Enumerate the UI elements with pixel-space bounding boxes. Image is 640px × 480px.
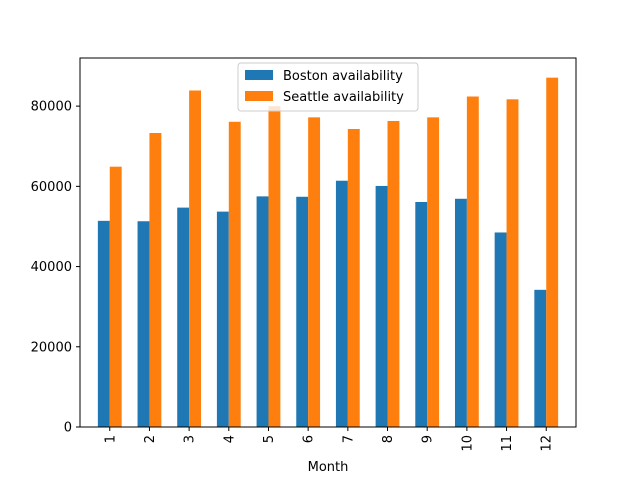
- seattle-bar-8: [387, 120, 400, 427]
- boston-bar-6: [296, 196, 309, 427]
- x-tick-label: 3: [183, 435, 198, 443]
- x-axis: 1 2 3 4 5 6 7 8 9 10 11 12: [103, 427, 555, 452]
- bars-layer: [97, 77, 559, 428]
- boston-bar-8: [375, 185, 388, 427]
- plot-frame: [79, 57, 577, 428]
- x-tick-label: 2: [143, 435, 158, 443]
- boston-bar-11: [494, 232, 507, 427]
- x-tick-label: 11: [500, 435, 515, 452]
- y-tick-label: 0: [64, 421, 72, 436]
- boston-bar-1: [97, 220, 110, 427]
- x-tick-label: 6: [302, 435, 317, 443]
- legend-label: Boston availability: [283, 69, 403, 84]
- x-tick-label: 12: [540, 435, 555, 452]
- y-tick-label: 60000: [31, 180, 72, 195]
- boston-bar-2: [137, 221, 150, 427]
- y-axis: 0 20000 40000 60000 80000: [31, 100, 80, 436]
- boston-bar-4: [216, 211, 229, 427]
- boston-bar-10: [454, 198, 467, 427]
- x-tick-label: 7: [341, 435, 356, 443]
- seattle-bar-6: [308, 117, 321, 428]
- seattle-bar-2: [149, 133, 162, 427]
- seattle-bar-4: [228, 121, 241, 428]
- legend-swatch: [245, 70, 273, 80]
- y-tick-label: 80000: [31, 100, 72, 115]
- boston-bar-12: [534, 289, 547, 427]
- seattle-bar-5: [268, 106, 281, 427]
- x-tick-label: 10: [460, 435, 475, 452]
- legend-box: [237, 62, 419, 112]
- x-tick-label: 8: [381, 435, 396, 443]
- x-tick-label: 4: [222, 435, 237, 443]
- y-tick-label: 20000: [31, 340, 72, 355]
- seattle-bar-3: [189, 90, 202, 428]
- x-tick-label: 5: [262, 435, 277, 443]
- x-axis-label: Month: [308, 460, 349, 475]
- x-tick-label: 9: [421, 435, 436, 443]
- seattle-bar-9: [427, 117, 440, 428]
- seattle-bar-11: [506, 99, 519, 427]
- boston-bar-9: [415, 201, 428, 427]
- legend-label: Seattle availability: [283, 90, 404, 105]
- seattle-bar-7: [347, 128, 360, 428]
- x-tick-label: 1: [103, 435, 118, 443]
- boston-bar-5: [256, 196, 269, 428]
- boston-bar-3: [177, 207, 190, 427]
- boston-bar-7: [335, 180, 348, 427]
- seattle-bar-12: [546, 77, 559, 428]
- legend-swatch: [245, 91, 273, 101]
- seattle-bar-1: [109, 166, 122, 427]
- legend: Boston availability Seattle availability: [237, 62, 419, 112]
- seattle-bar-10: [466, 96, 479, 427]
- y-tick-label: 40000: [31, 260, 72, 275]
